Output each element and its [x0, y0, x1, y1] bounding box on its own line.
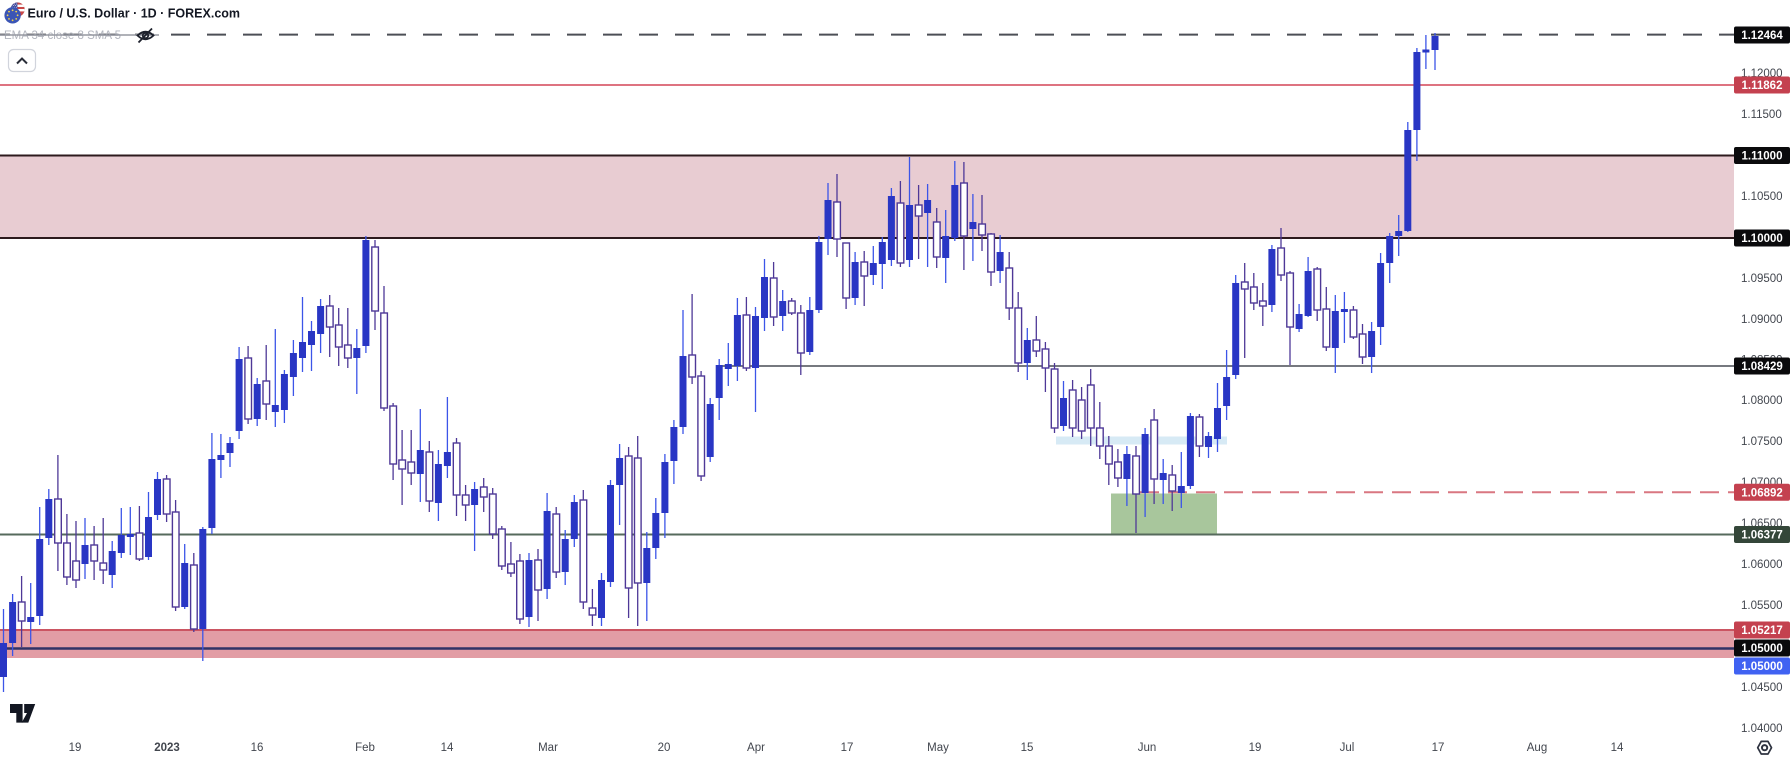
svg-text:17: 17: [841, 742, 854, 754]
svg-text:14: 14: [1611, 742, 1624, 754]
svg-text:Jul: Jul: [1340, 742, 1355, 754]
svg-text:1.07500: 1.07500: [1741, 436, 1783, 448]
svg-text:17: 17: [1432, 742, 1445, 754]
svg-text:1.11862: 1.11862: [1742, 80, 1783, 92]
svg-text:1.04500: 1.04500: [1741, 682, 1783, 694]
svg-text:EMA 34 close 8 SMA 5: EMA 34 close 8 SMA 5: [4, 30, 121, 42]
svg-text:1.06892: 1.06892: [1741, 487, 1783, 499]
svg-text:1.08000: 1.08000: [1741, 395, 1783, 407]
svg-text:1.10000: 1.10000: [1741, 233, 1783, 245]
svg-text:Apr: Apr: [747, 742, 765, 754]
svg-text:19: 19: [1249, 742, 1262, 754]
svg-text:Feb: Feb: [355, 742, 375, 754]
svg-text:1.06000: 1.06000: [1741, 559, 1783, 571]
svg-text:1.08429: 1.08429: [1741, 361, 1783, 373]
svg-text:14: 14: [441, 742, 454, 754]
svg-text:19: 19: [69, 742, 82, 754]
svg-text:Aug: Aug: [1527, 742, 1547, 754]
svg-text:May: May: [927, 742, 949, 754]
svg-text:16: 16: [251, 742, 264, 754]
svg-text:Jun: Jun: [1138, 742, 1157, 754]
svg-text:1.12464: 1.12464: [1741, 30, 1783, 42]
svg-text:1.11000: 1.11000: [1742, 151, 1783, 163]
svg-text:1.04000: 1.04000: [1741, 723, 1783, 735]
svg-text:20: 20: [658, 742, 671, 754]
svg-text:1.06377: 1.06377: [1741, 530, 1783, 542]
svg-text:15: 15: [1021, 742, 1034, 754]
svg-text:1.05217: 1.05217: [1741, 625, 1783, 637]
svg-text:1.09500: 1.09500: [1741, 273, 1783, 285]
svg-text:1.05000: 1.05000: [1741, 643, 1783, 655]
svg-text:1.05000: 1.05000: [1741, 661, 1783, 673]
svg-text:1.05500: 1.05500: [1741, 600, 1783, 612]
svg-text:Mar: Mar: [538, 742, 558, 754]
svg-text:1.09000: 1.09000: [1741, 314, 1783, 326]
svg-text:1.11500: 1.11500: [1741, 109, 1782, 121]
svg-text:1.10500: 1.10500: [1741, 191, 1783, 203]
svg-text:2023: 2023: [154, 742, 180, 754]
svg-text:Euro / U.S. Dollar · 1D · FORE: Euro / U.S. Dollar · 1D · FOREX.com: [28, 7, 241, 21]
